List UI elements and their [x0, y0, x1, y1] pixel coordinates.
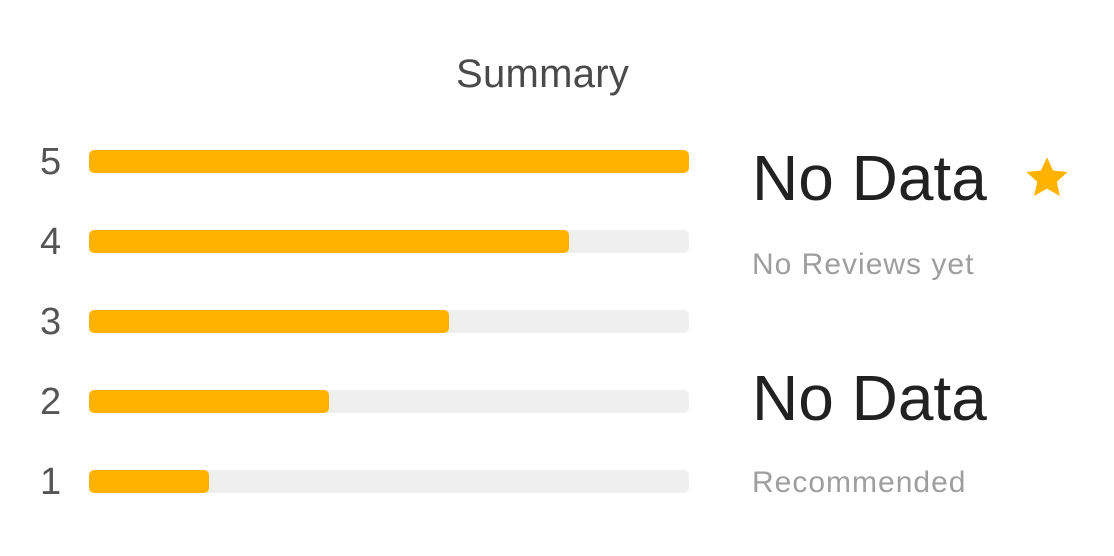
recommended-value: No Data	[752, 362, 987, 434]
rating-bar-track	[89, 470, 689, 493]
star-icon	[1026, 157, 1068, 196]
rating-bar-fill	[89, 470, 209, 493]
rating-bar-fill	[89, 390, 329, 413]
rating-bar-track	[89, 390, 689, 413]
rating-bar-fill	[89, 150, 689, 173]
rating-bar-fill	[89, 230, 569, 253]
summary-title: Summary	[456, 52, 630, 96]
rating-row-label: 3	[40, 301, 62, 343]
rating-row-3: 3	[40, 300, 700, 344]
rating-row-label: 1	[40, 461, 62, 503]
star-icon-shape	[1026, 157, 1068, 196]
average-rating-value: No Data	[752, 142, 987, 214]
rating-row-4: 4	[40, 220, 700, 264]
rating-bar-fill	[89, 310, 449, 333]
rating-row-1: 1	[40, 460, 700, 504]
rating-row-5: 5	[40, 140, 700, 184]
rating-bar-track	[89, 230, 689, 253]
rating-bar-track	[89, 150, 689, 173]
reviews-count-text: No Reviews yet	[752, 248, 975, 281]
rating-bar-track	[89, 310, 689, 333]
rating-row-label: 4	[40, 221, 62, 263]
rating-row-label: 2	[40, 381, 62, 423]
recommended-label: Recommended	[752, 466, 967, 499]
rating-row-label: 5	[40, 141, 62, 183]
rating-row-2: 2	[40, 380, 700, 424]
